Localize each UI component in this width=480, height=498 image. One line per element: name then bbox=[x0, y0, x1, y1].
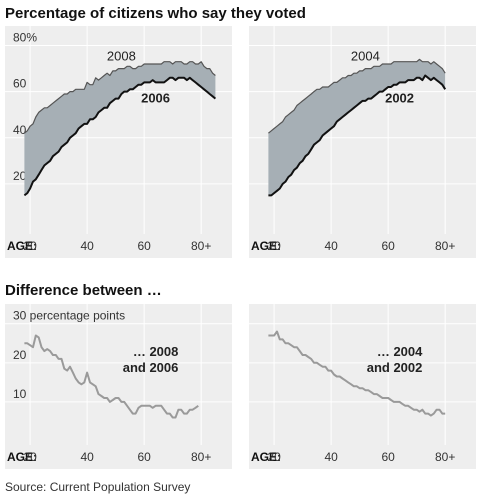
y-tick-label: 20 bbox=[13, 169, 27, 183]
series-line-2004 bbox=[268, 58, 446, 134]
y-tick-label: 40 bbox=[13, 123, 27, 137]
chart-panel-2004-vs-2002: AGE:20 40 60 80+ 2004 2002 bbox=[249, 26, 476, 258]
x-tick-label: 60 bbox=[381, 450, 395, 464]
x-tick-label: 80+ bbox=[191, 450, 211, 464]
x-tick-label: 60 bbox=[137, 239, 151, 253]
series-line-2006 bbox=[23, 76, 217, 197]
y-tick-label: 60 bbox=[13, 77, 27, 91]
x-axis-label: AGE: bbox=[7, 239, 37, 253]
x-tick-label: 40 bbox=[80, 450, 94, 464]
y-tick-label: 30 percentage points bbox=[13, 309, 125, 323]
x-tick-label: 40 bbox=[80, 239, 94, 253]
series-label-2004: 2004 bbox=[351, 49, 380, 64]
top-chart-title: Percentage of citizens who say they vote… bbox=[5, 5, 306, 22]
x-tick-label: 80+ bbox=[191, 239, 211, 253]
x-tick-label: 80+ bbox=[435, 239, 455, 253]
x-tick-label: 20 bbox=[267, 239, 281, 253]
panel-background bbox=[5, 304, 232, 469]
series-line-2008 bbox=[24, 61, 216, 134]
x-tick-label: 20 bbox=[23, 239, 37, 253]
x-tick-label: 60 bbox=[137, 450, 151, 464]
series-label-2008: 2008 bbox=[107, 49, 136, 64]
x-tick-label: 20 bbox=[23, 450, 37, 464]
gap-band-area bbox=[24, 61, 216, 196]
panel-background bbox=[249, 304, 476, 469]
x-tick-label: 40 bbox=[324, 450, 338, 464]
source-note: Source: Current Population Survey bbox=[5, 480, 191, 494]
x-axis-label: AGE: bbox=[251, 450, 281, 464]
difference-line bbox=[268, 330, 446, 417]
series-label-2002: 2002 bbox=[385, 90, 414, 105]
annotation-line: … 2004 bbox=[377, 344, 423, 359]
x-tick-label: 60 bbox=[381, 239, 395, 253]
annotation-line: and 2002 bbox=[367, 360, 423, 375]
y-tick-label: 80% bbox=[13, 31, 37, 45]
x-tick-label: 20 bbox=[267, 450, 281, 464]
y-tick-label: 20 bbox=[13, 348, 27, 362]
x-tick-label: 40 bbox=[324, 239, 338, 253]
annotation-line: … 2008 bbox=[133, 344, 179, 359]
bottom-chart-title: Difference between … bbox=[5, 282, 162, 299]
x-axis-label: AGE: bbox=[7, 450, 37, 464]
y-tick-label: 10 bbox=[13, 387, 27, 401]
x-axis-label: AGE: bbox=[251, 239, 281, 253]
difference-line bbox=[24, 334, 199, 419]
annotation-line: and 2006 bbox=[123, 360, 179, 375]
x-tick-label: 80+ bbox=[435, 450, 455, 464]
series-line-2002 bbox=[268, 74, 447, 197]
series-label-2006: 2006 bbox=[141, 90, 170, 105]
